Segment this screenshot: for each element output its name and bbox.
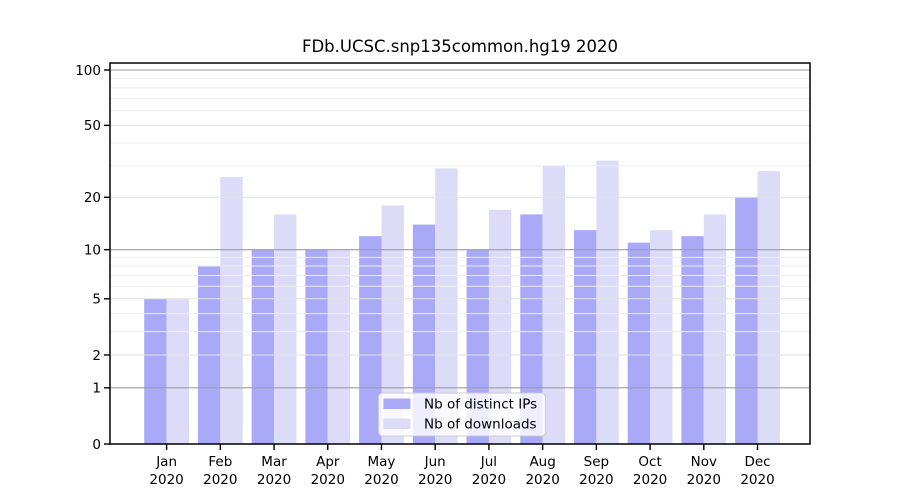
bar-jun-distinct-ips [412,224,436,444]
y-tick-label-10: 10 [84,242,101,258]
bar-may-downloads [381,205,404,444]
y-tick-label-1: 1 [92,381,101,397]
x-tick-label-month-jan: Jan [155,454,177,470]
x-tick-label-year-jun: 2020 [418,472,452,488]
x-tick-label-year-feb: 2020 [203,472,237,488]
y-tick-label-2: 2 [92,348,101,364]
legend-swatch-downloads [383,418,411,429]
bar-aug-distinct-ips [520,214,543,444]
x-tick-label-year-sep: 2020 [579,472,613,488]
bar-sep-distinct-ips [573,230,597,444]
tick-labels-layer: 0 1 2 5 10 20 50 100 Jan 2020 Feb 2020 Mar 2020 Apr 202… [75,63,774,488]
bar-nov-downloads [703,214,727,444]
x-tick-label-month-mar: Mar [261,454,287,470]
bar-feb-downloads [220,176,243,445]
bar-apr-downloads [327,249,351,444]
bar-mar-downloads [274,214,297,444]
bar-mar-distinct-ips [251,249,275,444]
x-tick-label-year-jul: 2020 [472,472,506,488]
x-tick-label-month-jun: Jun [424,454,446,470]
x-tick-label-month-oct: Oct [638,454,661,470]
grid-layer [110,69,810,389]
bar-dec-downloads [757,171,780,444]
bar-oct-downloads [650,230,673,444]
x-tick-label-year-aug: 2020 [525,472,559,488]
x-tick-label-month-apr: Apr [316,454,340,470]
x-tick-label-year-jan: 2020 [149,472,183,488]
bar-jul-downloads [488,209,512,444]
y-tick-label-100: 100 [75,63,101,79]
bar-jan-distinct-ips [144,298,167,444]
x-tick-label-month-aug: Aug [529,454,555,470]
legend-swatch-distinct-ips [383,398,411,409]
x-tick-label-month-dec: Dec [744,454,770,470]
legend: Nb of distinct IPs Nb of downloads [378,392,546,437]
x-tick-label-year-mar: 2020 [257,472,291,488]
x-tick-label-year-nov: 2020 [687,472,721,488]
x-tick-label-year-apr: 2020 [311,472,345,488]
bar-sep-downloads [596,160,619,444]
x-tick-label-month-jul: Jul [480,454,497,470]
y-tick-label-0: 0 [92,437,101,453]
legend-box [378,392,546,437]
x-tick-label-month-sep: Sep [584,454,609,470]
x-tick-label-year-dec: 2020 [740,472,774,488]
chart-title: FDb.UCSC.snp135common.hg19 2020 [302,37,618,56]
x-tick-label-month-nov: Nov [691,454,717,470]
x-tick-label-month-may: May [368,454,396,470]
plot-frame [109,62,811,445]
x-tick-label-year-oct: 2020 [633,472,667,488]
bar-nov-distinct-ips [681,236,704,444]
legend-label-downloads: Nb of downloads [424,417,537,433]
bar-apr-distinct-ips [305,249,328,444]
bar-aug-downloads [542,165,566,444]
y-tick-label-20: 20 [84,190,101,206]
legend-label-distinct-ips: Nb of distinct IPs [424,397,537,413]
bar-dec-distinct-ips [735,197,758,444]
x-tick-label-year-may: 2020 [364,472,398,488]
bar-jun-downloads [435,168,458,444]
bar-jan-downloads [166,298,189,444]
y-tick-label-5: 5 [92,292,101,308]
axes-layer [104,62,811,450]
bar-oct-distinct-ips [627,242,651,444]
y-tick-label-50: 50 [84,118,101,134]
x-tick-label-month-feb: Feb [208,454,232,470]
bar-may-distinct-ips [359,236,382,444]
